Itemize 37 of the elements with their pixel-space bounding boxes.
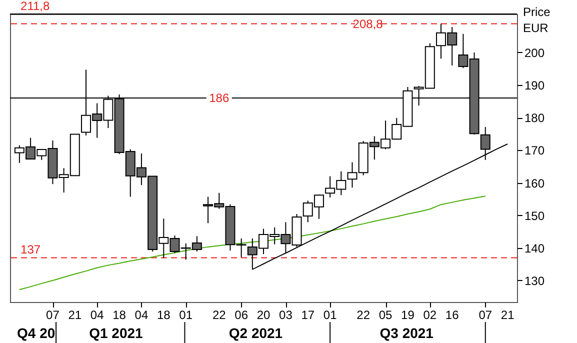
y-tick-label: 200 [524,46,545,60]
y-tick-label: 130 [524,274,545,288]
y-tick-label: 150 [524,208,545,223]
text: Q1 2021 [89,325,144,341]
x-tick-label: 01 [323,308,338,322]
y-tick-label: 140 [524,241,545,256]
text: Q3 2021 [380,325,434,341]
y-tick-label: 170 [524,144,545,158]
x-tick-label: 07 [46,308,60,322]
x-tick-label: 04 [134,308,148,322]
x-tick-label: 18 [156,308,171,322]
ref-line-label: 211,8 [20,0,50,13]
x-tick-label: 05 [378,308,393,322]
x-tick-label: 06 [234,308,248,322]
x-tick-label: 01 [179,308,193,322]
x-tick-label: 18 [112,308,126,322]
x-tick-label: 16 [445,308,460,322]
x-tick-label: 19 [401,308,415,322]
line-series [18,196,486,290]
ref-line-label: 137 [20,242,41,257]
text: Q2 2021 [228,325,283,341]
x-tick-label: 03 [279,308,293,322]
ref-line-label: 208,8 [352,16,384,31]
y-tick-label: 160 [524,176,545,190]
y-tick-label: 190 [524,78,545,93]
x-tick-label: 22 [212,308,226,322]
x-tick-label: 07 [478,308,492,322]
y-tick-label: 180 [524,111,545,126]
x-tick-label: 04 [90,308,104,322]
x-tick-label: 02 [423,308,437,322]
x-tick-label: 21 [68,308,82,322]
text: Q4 20 [17,325,56,341]
x-tick-label: 20 [256,308,270,322]
y-axis-title: Price EUR [523,5,551,35]
x-tick-label: 22 [356,308,370,322]
x-tick-label: 21 [500,308,515,322]
x-tick-label: 17 [301,308,315,322]
